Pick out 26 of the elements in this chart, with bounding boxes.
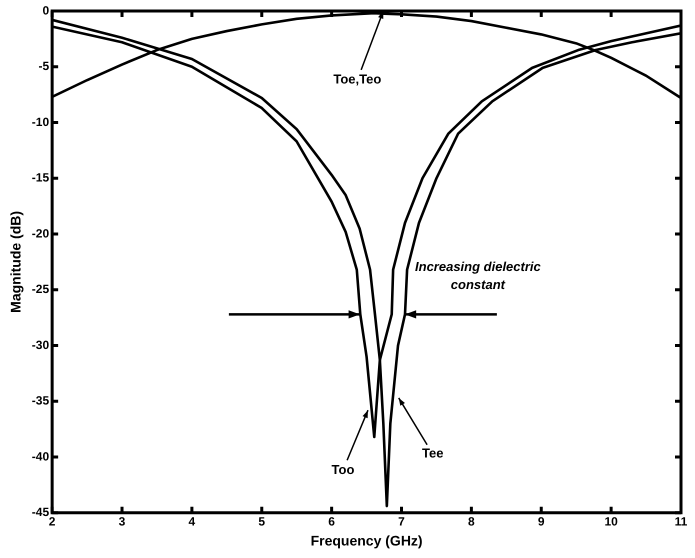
annotation: Increasing dielectric constant <box>415 259 542 292</box>
y-tick-label: 0 <box>42 3 50 18</box>
y-tick-label: -30 <box>32 338 50 352</box>
y-tick-label: -45 <box>32 505 50 520</box>
y-tick-label: -15 <box>32 170 50 185</box>
y-tick-label: -25 <box>32 282 50 296</box>
x-tick-label: 9 <box>538 514 545 528</box>
y-tick-label: -40 <box>32 449 50 464</box>
annotation: Toe,Teo <box>333 72 382 87</box>
y-axis-title: Magnitude (dB) <box>7 210 24 313</box>
x-tick-label: 10 <box>604 514 618 528</box>
y-tick-label: -10 <box>32 114 50 129</box>
x-tick-label: 2 <box>48 514 56 528</box>
x-tick-label: 7 <box>398 514 406 528</box>
x-tick-label: 5 <box>258 514 266 528</box>
x-tick-label: 11 <box>674 514 688 528</box>
x-tick-label: 8 <box>468 514 476 528</box>
y-tick-label: -5 <box>38 59 50 74</box>
x-axis-title: Frequency (GHz) <box>310 532 423 548</box>
x-tick-label: 3 <box>118 514 126 528</box>
x-tick-label: 6 <box>328 514 336 528</box>
annotation: Too <box>332 462 354 477</box>
y-tick-label: -20 <box>32 226 50 240</box>
x-tick-label: 4 <box>188 514 196 528</box>
y-tick-label: -35 <box>32 394 50 408</box>
annotation: Tee <box>422 446 444 461</box>
